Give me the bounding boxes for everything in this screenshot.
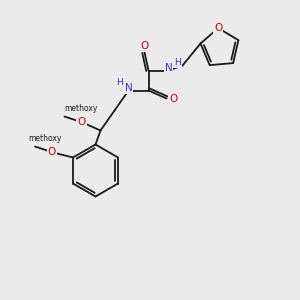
Text: methoxy: methoxy [28,134,62,143]
Text: O: O [140,40,148,50]
Text: O: O [48,146,56,157]
Text: H: H [174,58,181,67]
Text: methoxy: methoxy [64,104,97,113]
Text: O: O [77,116,86,127]
Text: O: O [214,23,222,33]
Text: O: O [169,94,178,103]
Text: N: N [165,62,172,73]
Text: N: N [124,82,132,92]
Text: H: H [116,78,123,87]
